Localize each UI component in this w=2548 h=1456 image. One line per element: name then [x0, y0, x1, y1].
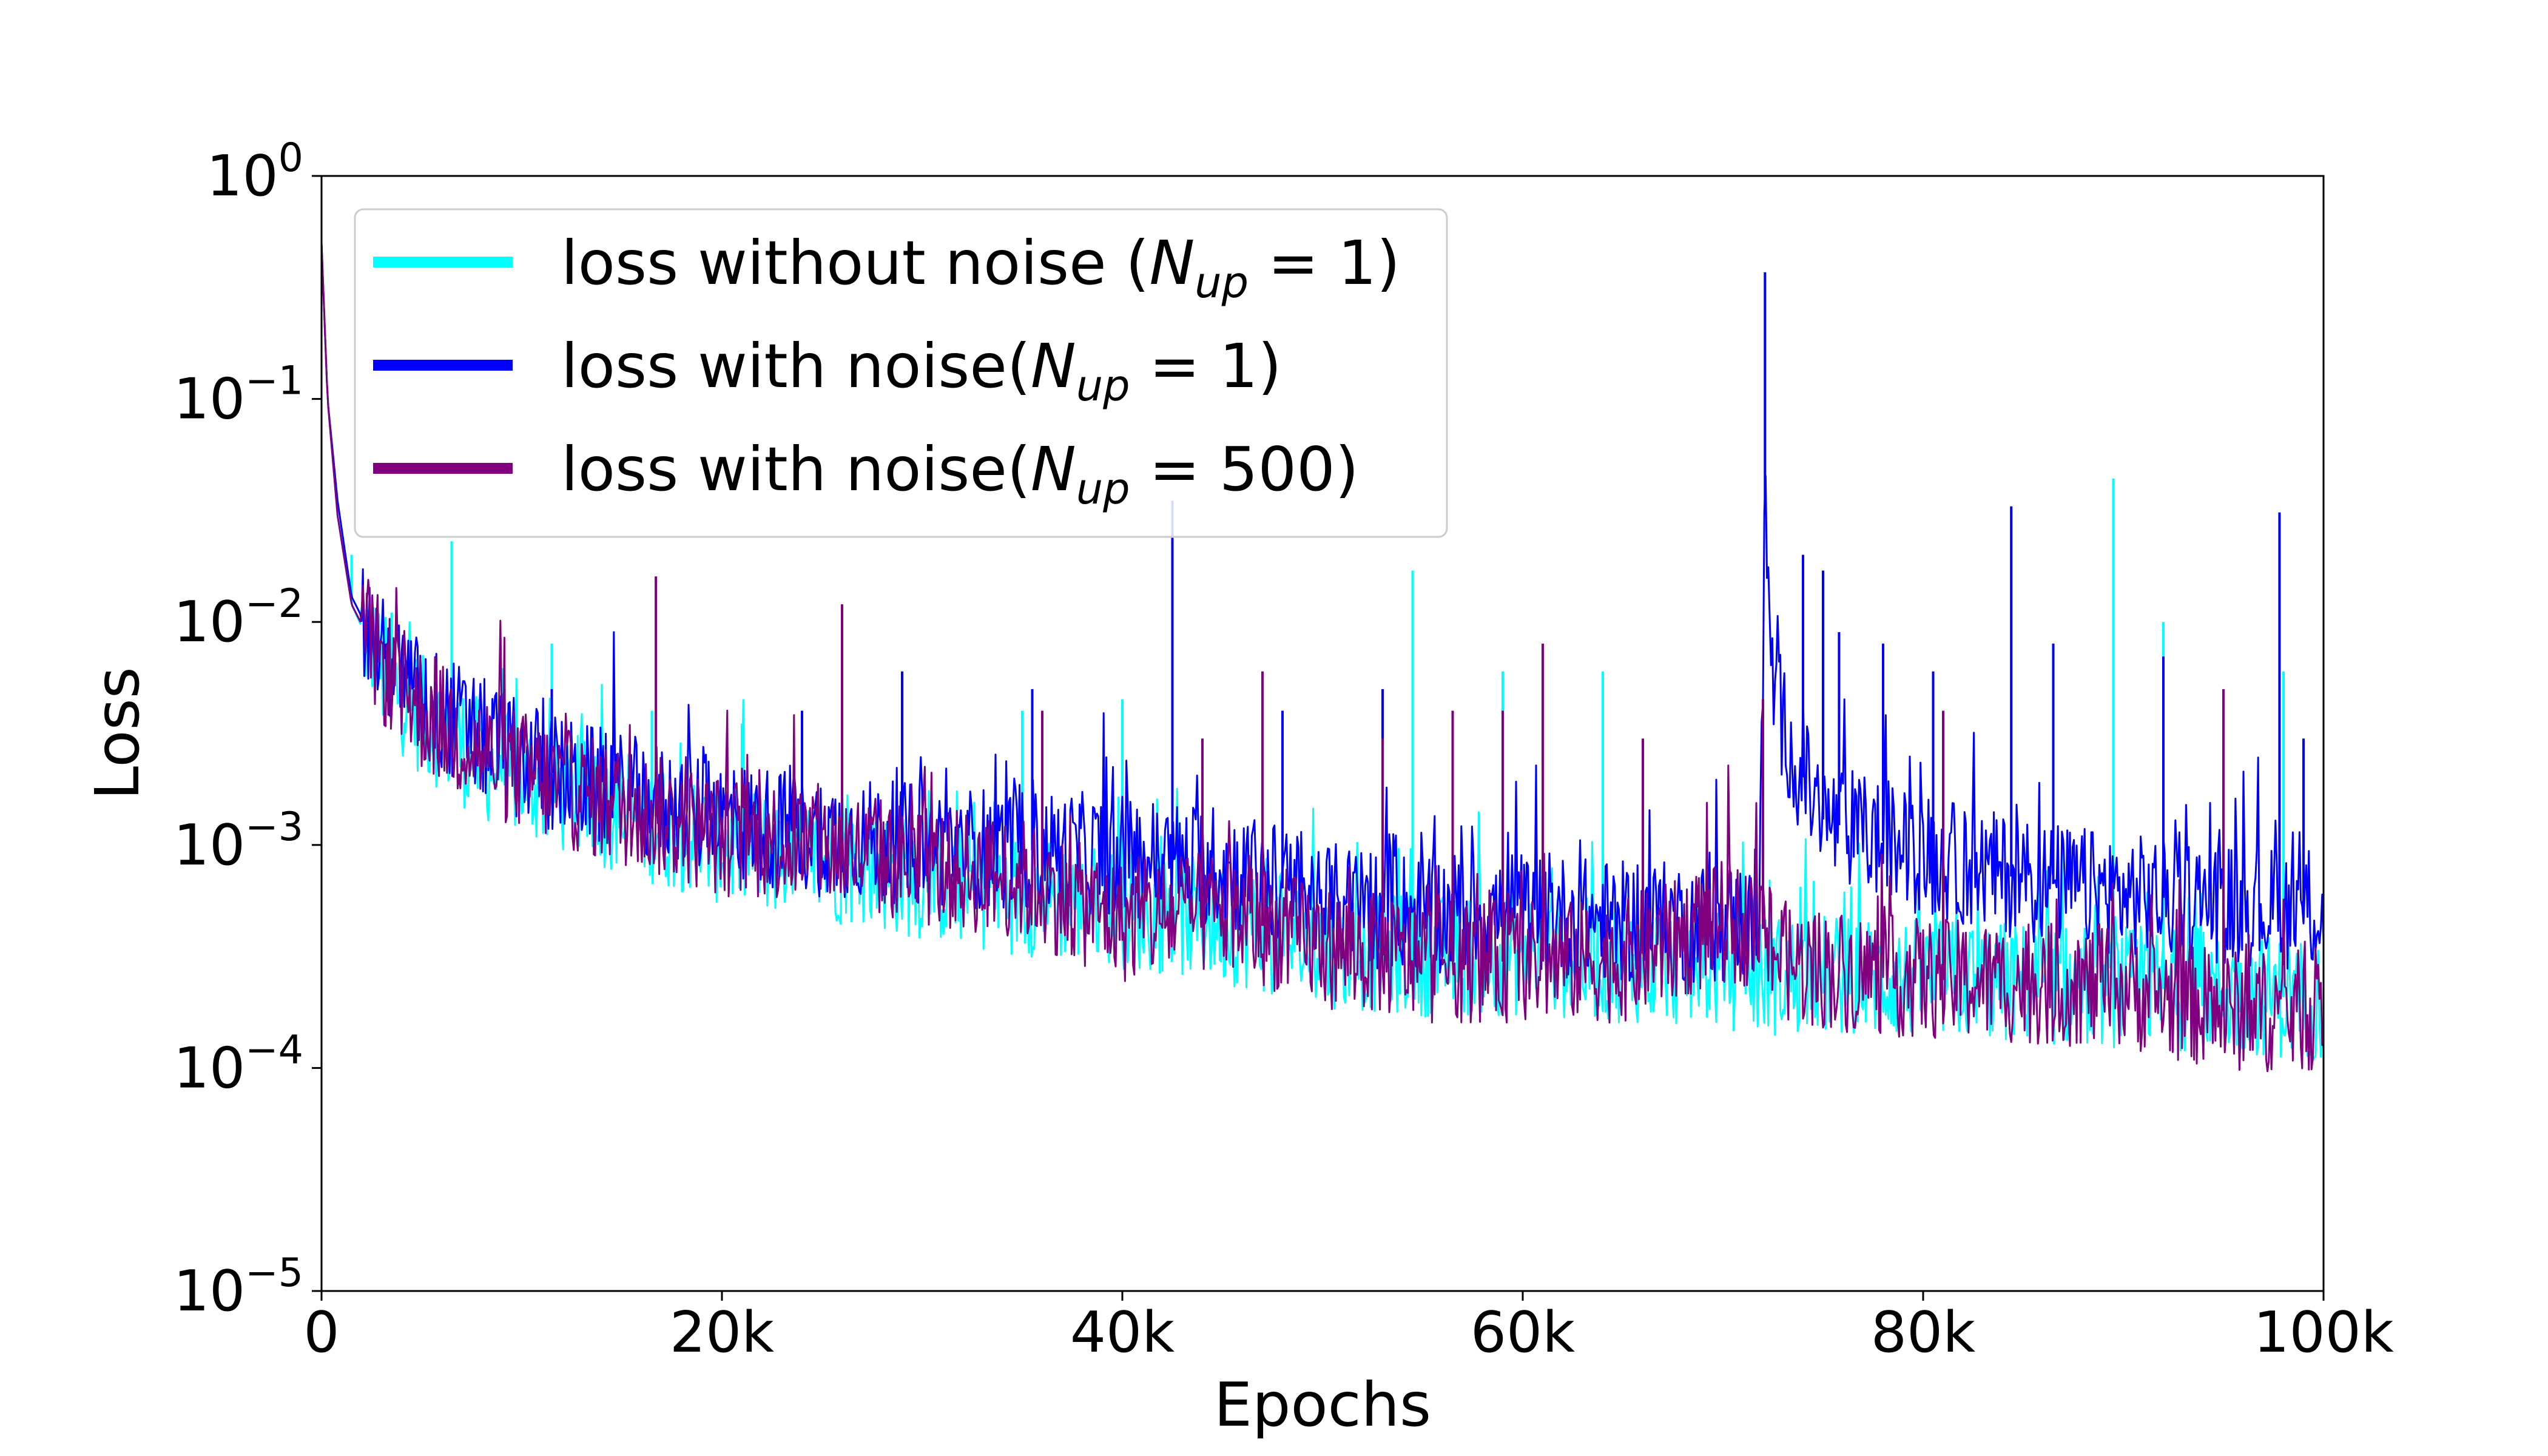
x-tick-label: 20k	[670, 1299, 774, 1365]
y-axis-label: Loss	[82, 667, 153, 800]
x-tick-label: 60k	[1471, 1299, 1575, 1365]
legend-box	[354, 208, 1448, 538]
y-tick-label: 10−1	[174, 359, 303, 432]
y-tick-label: 10−5	[174, 1250, 303, 1324]
series-layer	[322, 243, 2324, 1073]
y-tick-label: 10−4	[174, 1027, 303, 1100]
x-tick-label: 40k	[1070, 1299, 1175, 1365]
y-tick-label: 10−3	[174, 804, 303, 878]
series-3-line	[322, 243, 2324, 1073]
plot-frame	[320, 175, 2325, 1292]
legend-entry-label: loss with noise(Nup = 500)	[561, 434, 1359, 514]
tick-layer: 0 20k 40k 60k 80k 100k 100 10−1 10−2 10−3 10−4 10−5	[174, 135, 2394, 1365]
x-axis-label: Epochs	[1214, 1369, 1431, 1440]
series-3	[322, 243, 2324, 1073]
legend: loss without noise (Nup = 1) loss with no…	[354, 208, 1448, 538]
series-1-line	[322, 243, 2324, 1062]
legend-entry-label: loss without noise (Nup = 1)	[561, 228, 1400, 308]
y-tick-label: 10−2	[174, 581, 303, 655]
x-tick-label: 80k	[1871, 1299, 1975, 1365]
x-tick-label: 100k	[2253, 1299, 2394, 1365]
y-tick-label: 100	[206, 135, 303, 209]
legend-entry-label: loss with noise(Nup = 1)	[561, 331, 1282, 411]
x-tick-label: 0	[303, 1299, 339, 1365]
